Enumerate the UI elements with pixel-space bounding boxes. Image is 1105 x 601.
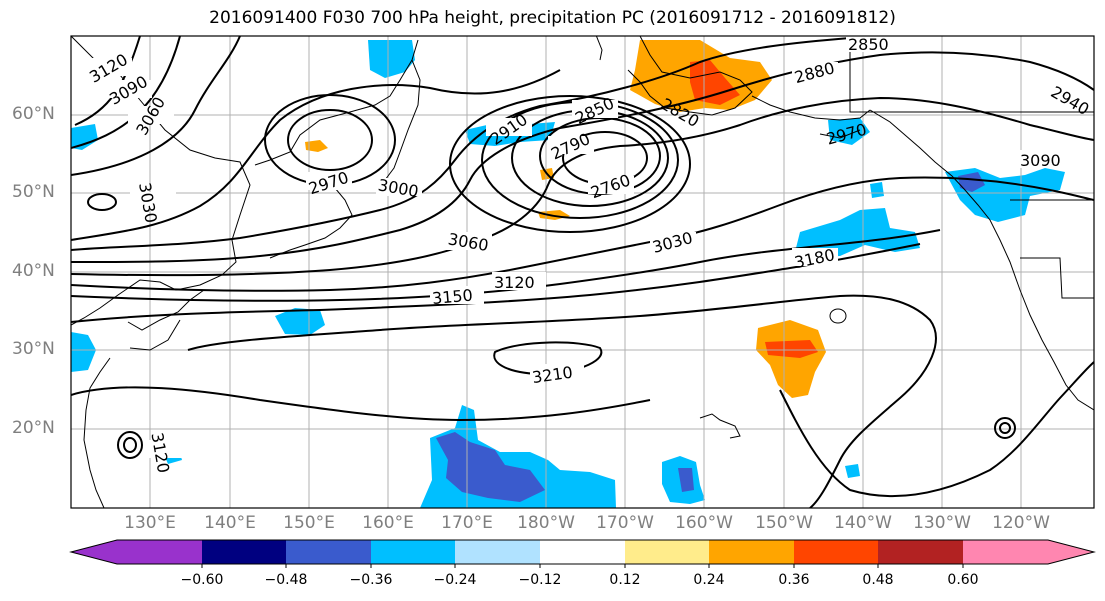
- colorbar: [69, 539, 1096, 568]
- contour-label: 3120: [494, 273, 535, 292]
- colorbar-tick-label: −0.60: [180, 572, 224, 588]
- precip-negative-central: [275, 308, 325, 335]
- colorbar-segment: [371, 540, 455, 564]
- precip-strong-negative-tropics: [436, 432, 545, 502]
- colorbar-tick-label: −0.48: [264, 572, 308, 588]
- lon-label-130e: 130°E: [124, 513, 176, 533]
- map-title: 2016091400 F030 700 hPa height, precipit…: [209, 8, 896, 28]
- precip-negative-kuril: [368, 40, 415, 78]
- precip-strong-bering: [690, 60, 740, 105]
- precip-negative-west: [71, 332, 96, 372]
- lon-label-150e: 150°E: [283, 513, 335, 533]
- colorbar-tick-label: −0.24: [433, 572, 477, 588]
- lon-label-120w: 120°W: [992, 513, 1050, 533]
- precip-negative-aleutian-east: [828, 118, 870, 145]
- precip-small-positive-1: [305, 140, 328, 152]
- colorbar-segment: [540, 540, 625, 564]
- lon-label-140w: 140°W: [834, 513, 892, 533]
- precip-strong-negative-bc: [958, 172, 985, 192]
- lon-label-140e: 140°E: [204, 513, 256, 533]
- lon-label-170w: 170°W: [596, 513, 654, 533]
- lon-label-160w: 160°W: [675, 513, 733, 533]
- colorbar-tick-label: 0.12: [609, 572, 641, 588]
- precip-small-negative-2: [845, 464, 860, 478]
- contour-label: 3090: [1020, 151, 1061, 170]
- colorbar-segment: [286, 540, 371, 564]
- colorbar-outline: [69, 539, 1096, 565]
- colorbar-ticks: [201, 564, 964, 568]
- colorbar-tick-label: 0.60: [947, 572, 979, 588]
- lat-label-50n: 50°N: [12, 182, 55, 202]
- precip-small-negative-3: [870, 182, 884, 198]
- colorbar-tick-label: 0.48: [862, 572, 894, 588]
- lon-label-150w: 150°W: [755, 513, 813, 533]
- colorbar-tick-label: −0.36: [349, 572, 393, 588]
- precip-strong-subtropics: [765, 340, 818, 358]
- colorbar-segment: [455, 540, 540, 564]
- lat-label-60n: 60°N: [12, 104, 55, 124]
- lon-label-130w: 130°W: [913, 513, 971, 533]
- map-frame: [70, 35, 1095, 509]
- colorbar-segment: [625, 540, 709, 564]
- lat-label-20n: 20°N: [12, 418, 55, 438]
- lat-label-30n: 30°N: [12, 339, 55, 359]
- lon-label-180w: 180°W: [517, 513, 575, 533]
- lon-label-170e: 170°E: [441, 513, 493, 533]
- colorbar-segment: [878, 540, 963, 564]
- lat-label-40n: 40°N: [12, 261, 55, 281]
- precip-positive-subtropics: [756, 320, 826, 398]
- colorbar-tick-label: 0.36: [778, 572, 810, 588]
- colorbar-segment: [71, 540, 202, 564]
- colorbar-segment: [202, 540, 286, 564]
- colorbar-tick-label: −0.12: [518, 572, 562, 588]
- contour-label: 2850: [848, 35, 889, 54]
- contour-label: 3150: [431, 285, 473, 307]
- colorbar-segment: [963, 540, 1094, 564]
- height-contours: [71, 36, 1094, 508]
- colorbar-segment: [794, 540, 878, 564]
- precip-strong-negative-tropics-east: [678, 468, 694, 492]
- colorbar-segment: [709, 540, 794, 564]
- precip-negative-west-2: [71, 124, 98, 150]
- colorbar-tick-label: 0.24: [693, 572, 725, 588]
- lon-label-160e: 160°E: [362, 513, 414, 533]
